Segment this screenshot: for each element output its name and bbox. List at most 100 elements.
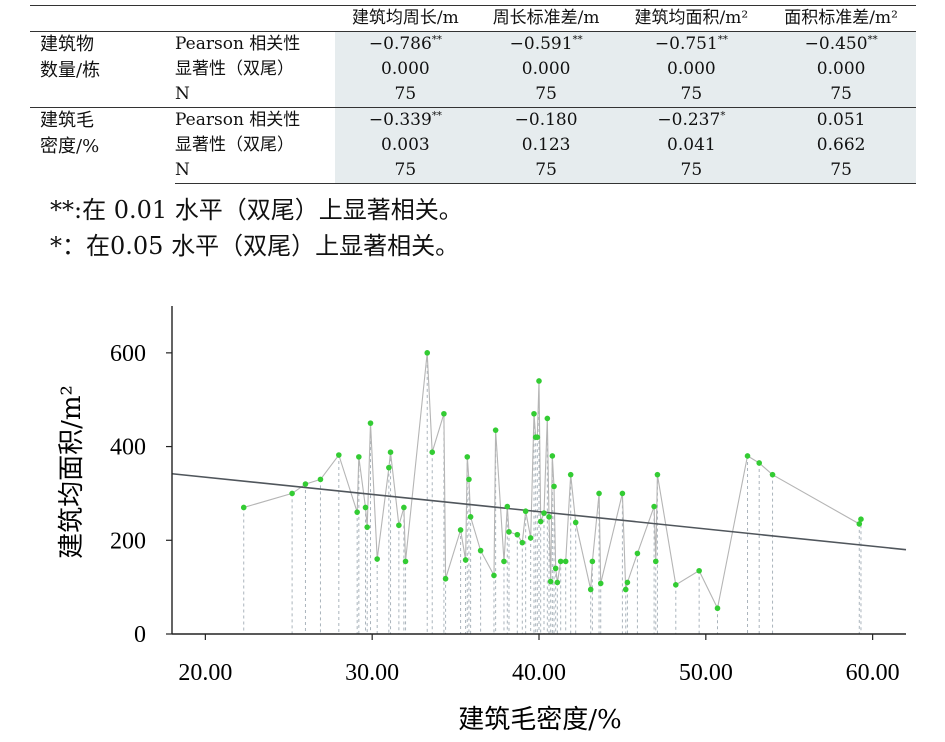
table-row: N 75 75 75 75 bbox=[30, 158, 916, 184]
data-point bbox=[464, 454, 471, 460]
data-point bbox=[651, 503, 657, 510]
data-point bbox=[522, 508, 529, 515]
header-perimeter-sd: 周长标准差/m bbox=[475, 5, 617, 32]
table-row: 显著性（双尾） 0.000 0.000 0.000 0.000 bbox=[30, 57, 916, 82]
significance-mark: ** bbox=[431, 34, 442, 46]
data-point bbox=[596, 490, 602, 497]
data-point bbox=[756, 460, 762, 466]
data-point bbox=[401, 504, 407, 511]
data-point bbox=[562, 558, 569, 565]
data-point bbox=[622, 586, 629, 593]
table-cell: −0.751** bbox=[616, 31, 767, 57]
table-cell: 75 bbox=[335, 158, 476, 184]
data-point bbox=[429, 449, 436, 455]
data-point bbox=[619, 490, 626, 497]
header-empty-var bbox=[30, 5, 175, 32]
data-points bbox=[240, 350, 864, 612]
y-tick-label: 200 bbox=[110, 528, 146, 554]
significance-mark: ** bbox=[717, 34, 728, 46]
data-point bbox=[441, 410, 447, 417]
stat-label: 显著性（双尾） bbox=[175, 59, 294, 79]
data-point bbox=[714, 605, 721, 612]
significance-mark: ** bbox=[867, 34, 878, 46]
data-point bbox=[557, 558, 564, 565]
axes: 0 200 400 600 20.00 30.00 40.00 50.00 60.00 bbox=[110, 306, 906, 686]
header-perimeter: 建筑均周长/m bbox=[335, 5, 476, 32]
correlation-table: 建筑均周长/m 周长标准差/m 建筑均面积/m² 面积标准差/m² 建筑物 数量/… bbox=[30, 5, 916, 184]
table-row: N 75 75 75 75 bbox=[30, 82, 916, 108]
data-point bbox=[506, 529, 512, 535]
data-point bbox=[567, 471, 574, 478]
drop-lines bbox=[243, 352, 862, 634]
data-point bbox=[477, 547, 484, 554]
data-point bbox=[424, 350, 431, 356]
significance-mark: ** bbox=[572, 34, 583, 46]
data-point bbox=[491, 572, 497, 579]
data-point bbox=[858, 516, 864, 522]
data-point bbox=[769, 471, 776, 478]
data-point bbox=[534, 434, 541, 441]
table-cell: 75 bbox=[766, 158, 916, 184]
data-point bbox=[302, 481, 309, 487]
stat-label: N bbox=[175, 158, 335, 184]
trend-line bbox=[171, 472, 907, 551]
table-cell: 0.000 bbox=[475, 57, 617, 82]
table-cell: 75 bbox=[616, 158, 767, 184]
stat-label: Pearson 相关性 bbox=[175, 107, 335, 133]
x-tick-label: 40.00 bbox=[512, 660, 566, 686]
data-point bbox=[466, 476, 472, 483]
table-cell: 0.000 bbox=[766, 57, 916, 82]
header-area: 建筑均面积/m² bbox=[616, 5, 767, 32]
table-cell: 75 bbox=[475, 82, 617, 108]
table-cell: −0.591** bbox=[475, 31, 617, 57]
data-point bbox=[386, 464, 392, 471]
data-point bbox=[336, 452, 342, 458]
data-point bbox=[387, 449, 394, 455]
y-axis-title: 建筑均面积/m² bbox=[57, 385, 87, 559]
table-cell: 0.051 bbox=[766, 107, 916, 133]
significance-note-005: *：在0.05 水平（双尾）上显著相关。 bbox=[50, 232, 460, 260]
table-cell: 0.041 bbox=[616, 133, 767, 158]
table-row: 显著性（双尾） 0.003 0.123 0.041 0.662 bbox=[30, 133, 916, 158]
series-path bbox=[243, 352, 862, 610]
x-tick-label: 30.00 bbox=[345, 660, 399, 686]
data-point bbox=[457, 527, 464, 533]
table-cell: −0.180 bbox=[475, 107, 617, 133]
data-point bbox=[501, 558, 507, 565]
table-cell: −0.339** bbox=[335, 107, 476, 133]
data-point bbox=[536, 378, 542, 384]
data-point bbox=[696, 567, 702, 574]
table-cell: 0.000 bbox=[616, 57, 767, 82]
x-tick-label: 50.00 bbox=[679, 660, 733, 686]
data-point bbox=[356, 454, 362, 460]
data-point bbox=[551, 483, 557, 490]
data-point bbox=[317, 476, 324, 483]
data-point bbox=[624, 579, 631, 586]
data-point bbox=[462, 557, 469, 563]
variable-label-line1: 建筑毛 bbox=[40, 110, 94, 131]
stat-label: Pearson 相关性 bbox=[175, 31, 335, 57]
significance-note-001: **:在 0.01 水平（双尾）上显著相关。 bbox=[50, 196, 463, 224]
variable-label: 建筑毛密度/% bbox=[30, 107, 175, 184]
trend-line-group bbox=[171, 472, 907, 551]
data-point bbox=[367, 420, 374, 426]
data-point bbox=[492, 427, 499, 433]
data-point bbox=[654, 471, 661, 478]
table-cell: 0.123 bbox=[475, 133, 617, 158]
data-point bbox=[589, 558, 596, 565]
header-empty-stat bbox=[175, 5, 335, 32]
data-point bbox=[527, 535, 534, 541]
data-point bbox=[744, 453, 751, 459]
data-point bbox=[374, 556, 380, 562]
y-tick-label: 0 bbox=[134, 622, 146, 648]
data-point bbox=[514, 531, 521, 538]
variable-label: 建筑物 数量/栋 bbox=[30, 31, 175, 108]
data-point bbox=[467, 514, 474, 520]
y-tick-label: 400 bbox=[110, 435, 146, 461]
stat-label: 显著性（双尾） bbox=[175, 135, 294, 155]
table-cell: 75 bbox=[475, 158, 617, 184]
data-point bbox=[541, 510, 547, 516]
variable-label-line2: 密度/% bbox=[40, 136, 100, 157]
data-point bbox=[544, 415, 551, 422]
